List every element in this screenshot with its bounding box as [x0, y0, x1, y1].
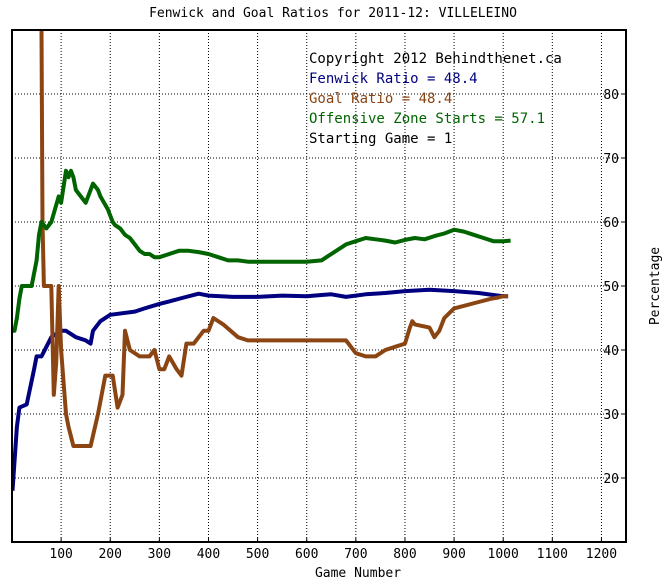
y-tick-label: 40	[603, 344, 619, 359]
x-tick-label: 200	[98, 547, 121, 562]
plot-area	[12, 30, 511, 491]
annotations: Copyright 2012 Behindthenet.ca Fenwick Ra…	[309, 51, 562, 147]
y-tick-label: 50	[603, 280, 619, 295]
ozone-annotation: Offensive Zone Starts = 57.1	[309, 111, 545, 127]
fenwick-series-line	[12, 287, 509, 491]
grid	[12, 30, 626, 542]
chart-title: Fenwick and Goal Ratios for 2011-12: VIL…	[149, 6, 517, 21]
x-axis: 100 200 300 400 500 600 700 800 900 1000 1100 1200	[49, 538, 617, 562]
y-tick-label: 60	[603, 216, 619, 231]
goal-annotation: Goal Ratio = 48.4	[309, 91, 452, 107]
x-tick-label: 800	[393, 547, 416, 562]
x-tick-label: 1100	[537, 547, 568, 562]
y-tick-label: 30	[603, 408, 619, 423]
copyright-annotation: Copyright 2012 Behindthenet.ca	[309, 51, 562, 67]
x-tick-label: 1000	[488, 547, 519, 562]
x-tick-label: 500	[246, 547, 269, 562]
x-tick-label: 300	[148, 547, 171, 562]
goal-series-line	[39, 30, 509, 448]
x-tick-label: 900	[442, 547, 465, 562]
y-tick-label: 80	[603, 88, 619, 103]
y-axis: 20 30 40 50 60 70 80	[603, 88, 626, 487]
start-annotation: Starting Game = 1	[309, 131, 452, 147]
ozone-series-line	[12, 168, 511, 333]
x-tick-label: 700	[344, 547, 367, 562]
x-tick-label: 400	[197, 547, 220, 562]
y-tick-label: 70	[603, 152, 619, 167]
x-tick-label: 100	[49, 547, 72, 562]
x-tick-label: 600	[295, 547, 318, 562]
x-tick-label: 1200	[586, 547, 617, 562]
fenwick-annotation: Fenwick Ratio = 48.4	[309, 71, 478, 87]
y-axis-label: Percentage	[648, 247, 663, 325]
x-axis-label: Game Number	[315, 566, 401, 580]
y-tick-label: 20	[603, 472, 619, 487]
